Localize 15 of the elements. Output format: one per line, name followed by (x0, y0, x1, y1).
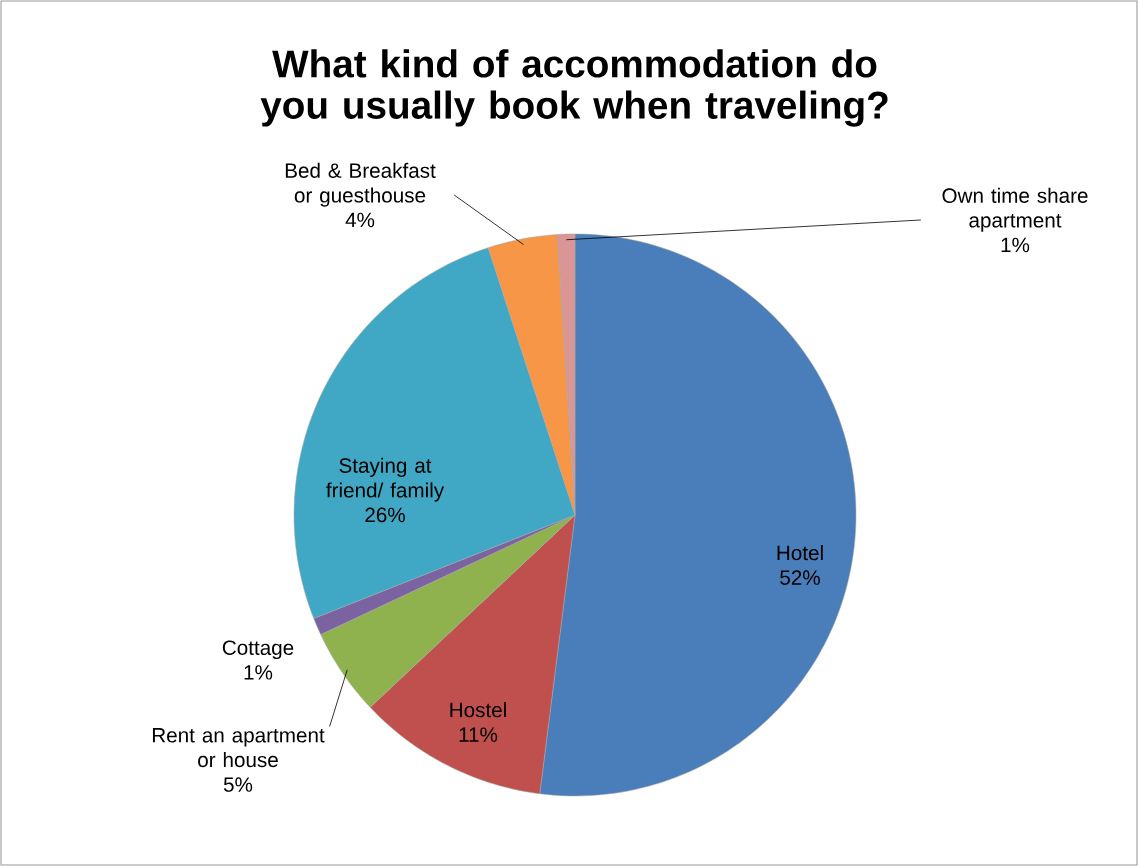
slice-label: Hotel (777, 545, 823, 561)
slice-label: Staying at friend/ family (326, 457, 445, 502)
data-label: 4% (345, 212, 375, 228)
slice-label: Rent an apartment or house (152, 728, 325, 768)
slice-label: Own time share apartment (942, 187, 1088, 232)
data-label: 1% (1001, 237, 1030, 253)
slice-label: Bed & Breakfast or guesthouse (285, 162, 436, 207)
data-label: 11% (459, 727, 498, 742)
slice-label: Cottage (222, 640, 294, 660)
data-label: 5% (223, 777, 253, 792)
data-label: 1% (244, 665, 273, 680)
slice-label: Hostel (450, 702, 506, 718)
chart-title: What kind of accommodation do you usually book when traveling? (260, 49, 888, 127)
data-label: 52% (780, 570, 820, 585)
data-label: 26% (365, 507, 405, 523)
